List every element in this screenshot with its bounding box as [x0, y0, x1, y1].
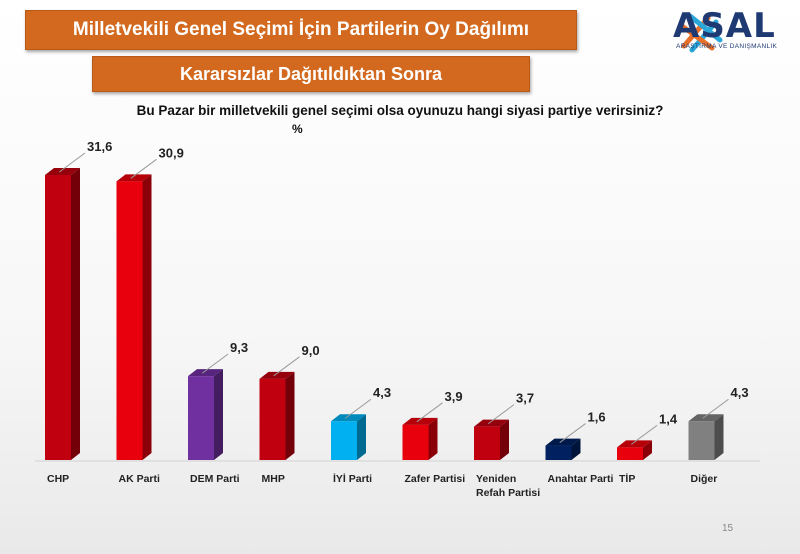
bar-top: [188, 369, 223, 377]
bar-top: [688, 414, 724, 422]
bar-6: [402, 417, 438, 460]
value-leader-line: [702, 398, 729, 419]
bar-1: [45, 168, 80, 460]
bar-front: [688, 421, 715, 460]
category-label: MHP: [262, 473, 285, 485]
page-number: 15: [722, 523, 734, 534]
value-leader-line: [488, 404, 515, 425]
bar-side: [428, 417, 438, 460]
value-label: 4,3: [373, 385, 391, 400]
value-label: 3,9: [445, 389, 463, 404]
bar-5: [331, 414, 366, 460]
category-label: Zafer Partisi: [405, 473, 466, 485]
bar-front: [116, 181, 143, 460]
bar-front: [259, 378, 286, 460]
value-label: 1,4: [659, 411, 678, 426]
bar-front: [474, 426, 500, 460]
bar-9: [617, 440, 652, 460]
page-subtitle: Kararsızlar Dağıtıldıktan Sonra: [179, 63, 443, 84]
bar-8: [545, 438, 581, 460]
bar-side: [71, 168, 80, 460]
bar-front: [45, 175, 71, 460]
bar-top: [402, 417, 438, 425]
page-title: Milletvekili Genel Seçimi İçin Partileri…: [72, 19, 530, 40]
logo-tagline: ARAŞTIRMA VE DANIŞMANLIK: [676, 43, 778, 50]
value-leader-line: [345, 398, 372, 419]
bar-front: [402, 424, 429, 460]
bar-front: [545, 445, 572, 460]
value-leader-line: [416, 402, 443, 423]
value-leader-line: [59, 152, 86, 173]
category-label: TİP: [619, 472, 635, 485]
bar-side: [571, 438, 581, 460]
bar-side: [214, 369, 223, 460]
bar-front: [331, 421, 357, 460]
category-label: Anahtar Parti: [548, 473, 614, 485]
bar-top: [474, 419, 509, 427]
value-leader-line: [559, 423, 586, 443]
value-label: 1,6: [588, 410, 606, 425]
bar-3: [188, 369, 223, 460]
bar-10: [688, 414, 724, 460]
value-label: 3,7: [516, 391, 534, 406]
category-label: AK Parti: [119, 473, 161, 485]
bar-top: [545, 438, 581, 446]
value-leader-line: [631, 424, 658, 445]
value-label: 9,0: [302, 343, 320, 358]
value-leader-line: [273, 356, 300, 377]
bar-top: [331, 414, 366, 422]
bar-top: [45, 168, 80, 175]
bar-top: [116, 174, 152, 182]
bar-side: [500, 419, 509, 460]
value-label: 30,9: [159, 145, 184, 160]
bar-front: [617, 447, 643, 460]
value-leader-line: [130, 158, 157, 179]
chart-question: Bu Pazar bir milletvekili genel seçimi o…: [136, 103, 664, 118]
category-label: İYİ Parti: [333, 472, 372, 485]
bar-side: [357, 414, 366, 460]
bar-top: [259, 371, 295, 379]
title-banner: Milletvekili Genel Seçimi İçin Partileri…: [25, 10, 577, 50]
bar-top: [617, 440, 652, 448]
value-label: 31,6: [87, 139, 112, 154]
bar-side: [285, 371, 295, 460]
bar-side: [643, 440, 652, 460]
category-label: DEM Parti: [190, 473, 240, 485]
category-label: Yeniden Refah Partisi: [476, 473, 540, 499]
bar-front: [188, 376, 214, 460]
asal-logo-icon: [679, 13, 723, 53]
value-label: 4,3: [731, 385, 749, 400]
logo-name: ASAL: [673, 6, 776, 46]
subtitle-banner: Kararsızlar Dağıtıldıktan Sonra: [92, 56, 530, 92]
value-label: 9,3: [230, 340, 248, 355]
category-label: CHP: [47, 473, 69, 485]
bar-7: [474, 419, 509, 460]
bar-side: [142, 174, 152, 460]
bar-side: [714, 414, 724, 460]
category-label: Diğer: [691, 473, 718, 485]
chart-unit: %: [292, 122, 303, 136]
bar-2: [116, 174, 152, 460]
value-leader-line: [202, 353, 229, 374]
bar-4: [259, 371, 295, 460]
